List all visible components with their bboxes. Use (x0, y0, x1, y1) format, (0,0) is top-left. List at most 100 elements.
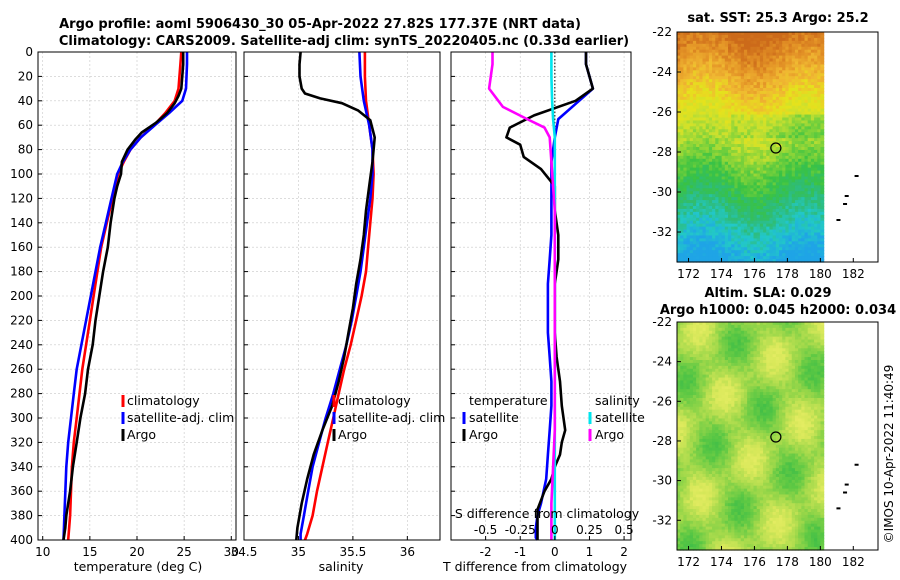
map-cell (680, 191, 684, 195)
map-cell (810, 342, 815, 346)
map-cell (788, 64, 793, 68)
map-cell (724, 90, 729, 95)
map-cell (814, 191, 818, 195)
map-cell (737, 73, 742, 77)
map-cell (692, 362, 697, 367)
map-cell (775, 67, 780, 71)
map-cell (702, 259, 707, 263)
map-cell (804, 194, 809, 198)
map-cell (753, 362, 758, 367)
map-cell (715, 345, 720, 349)
map-cell (817, 191, 822, 195)
map-cell (753, 354, 758, 358)
map-cell (677, 259, 681, 263)
map-cell (791, 185, 796, 189)
map-cell (807, 256, 812, 260)
map-cell (779, 164, 783, 169)
map-cell (699, 256, 704, 260)
map-cell (759, 135, 764, 139)
map-cell (769, 64, 774, 68)
map-cell (801, 82, 806, 86)
map-cell (702, 188, 707, 192)
map-cell (680, 336, 684, 341)
map-cell (817, 389, 822, 393)
map-cell (692, 82, 697, 86)
map-cell (731, 126, 735, 130)
map-cell (753, 259, 758, 263)
map-cell (689, 247, 694, 251)
map-cell (680, 217, 684, 222)
map-cell (728, 220, 732, 225)
map-cell (712, 322, 716, 326)
map-cell (712, 64, 716, 68)
map-cell (712, 185, 716, 189)
map-cell (718, 386, 723, 390)
map-cell (759, 380, 764, 384)
map-cell (747, 158, 751, 163)
map-cell (699, 99, 704, 104)
map-cell (769, 73, 774, 77)
map-cell (807, 34, 812, 39)
map-cell (791, 96, 796, 101)
map-cell (791, 365, 796, 370)
map-cell (779, 132, 783, 136)
map-cell (782, 46, 786, 51)
map-cell (775, 173, 780, 178)
map-cell (779, 389, 783, 393)
map-cell (785, 61, 790, 66)
y-tick-label: 340 (10, 460, 33, 474)
map-cell (759, 52, 764, 57)
map-cell (708, 200, 713, 204)
map-cell (788, 205, 793, 210)
map-cell (759, 132, 764, 136)
map-cell (788, 173, 793, 178)
map-cell (705, 32, 710, 36)
map-cell (737, 141, 742, 145)
map-cell (763, 354, 767, 358)
map-cell (810, 73, 815, 77)
map-cell (769, 389, 774, 393)
map-cell (772, 90, 777, 95)
map-cell (680, 327, 684, 332)
map-cell (759, 123, 764, 127)
map-cell (712, 99, 716, 104)
map-cell (769, 79, 774, 83)
map-cell (683, 368, 688, 373)
map-cell (737, 330, 742, 335)
map-cell (696, 220, 700, 225)
map-cell (753, 179, 758, 183)
map-cell (759, 220, 764, 225)
map-cell (699, 333, 704, 338)
map-cell (702, 250, 707, 254)
map-cell (814, 351, 818, 355)
map-cell (715, 238, 720, 242)
map-cell (794, 164, 799, 169)
map-cell (712, 37, 716, 42)
map-cell (788, 345, 793, 349)
map-cell (731, 34, 735, 39)
map-cell (696, 182, 700, 186)
map-cell (708, 34, 713, 39)
map-cell (712, 226, 716, 231)
map-cell (750, 108, 755, 113)
series-line-climatology (66, 51, 183, 541)
map-cell (724, 336, 729, 341)
map-cell (769, 205, 774, 210)
map-cell (692, 220, 697, 225)
map-cell (788, 211, 793, 216)
map-cell (740, 120, 745, 125)
map-cell (763, 362, 767, 367)
map-cell (766, 161, 771, 166)
map-cell (699, 70, 704, 74)
map-cell (747, 149, 751, 154)
map-cell (728, 58, 732, 63)
map-cell (769, 88, 774, 92)
map-cell (705, 345, 710, 349)
map-cell (782, 93, 786, 98)
map-cell (683, 126, 688, 130)
map-cell (775, 70, 780, 74)
map-cell (715, 365, 720, 370)
map-cell (798, 211, 802, 216)
map-cell (775, 357, 780, 361)
map-cell (686, 70, 691, 74)
